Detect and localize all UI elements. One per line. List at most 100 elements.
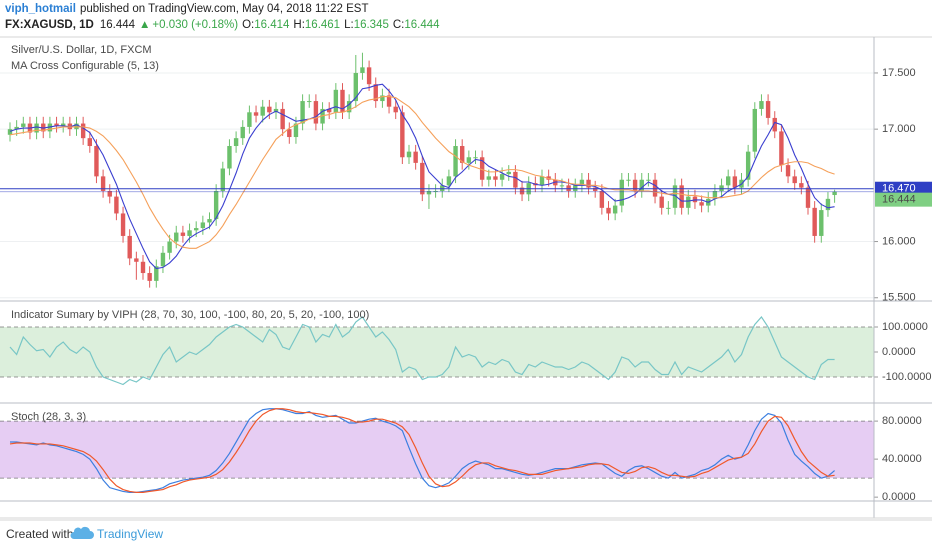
candle-body	[127, 235, 132, 259]
candle-body	[765, 101, 771, 118]
candle-body	[327, 108, 332, 113]
candle-body	[832, 191, 837, 196]
candle-body	[213, 190, 219, 220]
candle-body	[260, 106, 265, 116]
candle-body	[453, 146, 458, 177]
candle-body	[47, 123, 53, 132]
candle-body	[373, 84, 378, 102]
y-tick-label: 0.0000	[882, 346, 916, 358]
candle-body	[346, 101, 352, 113]
candle-body	[666, 207, 671, 209]
candle-body	[745, 151, 751, 180]
candle-body	[154, 266, 159, 281]
candle-body	[466, 157, 472, 163]
arrow: ▲	[139, 19, 150, 31]
last-price-box	[875, 192, 932, 207]
high-label: H:	[293, 19, 305, 31]
candle-body	[147, 273, 152, 281]
band	[0, 327, 874, 377]
price-line-label: 16.470	[882, 183, 916, 195]
candle-body	[380, 95, 385, 102]
candle-body	[247, 112, 252, 127]
candle-body	[559, 185, 565, 187]
candle-body	[785, 165, 791, 177]
candle-body	[752, 108, 757, 152]
candle-body	[160, 252, 166, 267]
candle-body	[300, 101, 305, 124]
candle-body	[612, 205, 618, 214]
candle-body	[174, 232, 179, 242]
candle-body	[593, 187, 598, 191]
candle-body	[446, 176, 452, 186]
candle-body	[639, 179, 644, 191]
y-tick-label: 40.0000	[882, 453, 922, 465]
candle-body	[207, 219, 212, 223]
y-tick-label: 16.000	[882, 235, 916, 247]
candle-body	[792, 176, 797, 184]
footer-brand[interactable]: TradingView	[97, 527, 163, 541]
last-price-label: 16.444	[882, 194, 916, 206]
candle-body	[672, 185, 678, 208]
candle-body	[479, 157, 485, 180]
candle-body	[406, 151, 412, 158]
candle-body	[307, 101, 312, 103]
candle-body	[180, 232, 186, 236]
candle-body	[94, 146, 99, 177]
candle-body	[679, 185, 684, 208]
footer-logo[interactable]	[70, 526, 94, 539]
y-tick-label: 80.0000	[882, 415, 922, 427]
candle-body	[134, 258, 139, 262]
candle-body	[366, 67, 372, 85]
candle-body	[719, 185, 724, 191]
panel-backgrounds	[0, 327, 874, 479]
candle-body	[420, 162, 425, 195]
series-line	[9, 316, 835, 386]
candle-body	[426, 190, 432, 195]
candle-body	[21, 123, 26, 127]
candle-body	[799, 183, 804, 188]
candle-body	[759, 101, 764, 109]
author[interactable]: viph_hotmail	[5, 3, 76, 15]
candle-body	[267, 106, 272, 113]
candle-body	[632, 179, 638, 191]
candle-body	[80, 123, 86, 139]
ma-line	[9, 83, 835, 270]
open-label: O:	[242, 19, 254, 31]
candle-body	[100, 176, 106, 191]
y-tick-label: 17.000	[882, 123, 916, 135]
y-tick-label: 100.0000	[882, 321, 928, 333]
candle-body	[413, 151, 418, 163]
candle-body	[386, 95, 392, 107]
candle-body	[167, 241, 172, 253]
panel-title: Stoch (28, 3, 3)	[11, 411, 86, 423]
candle-body	[626, 179, 631, 181]
candle-body	[486, 176, 491, 180]
candle-body	[333, 89, 339, 113]
candle-body	[825, 198, 831, 211]
candle-body	[114, 196, 119, 214]
candle-body	[579, 179, 585, 186]
header-line: viph_hotmail published on TradingView.com…	[5, 3, 368, 15]
symbol: FX:XAGUSD, 1D	[5, 19, 94, 31]
last: 16.444	[100, 19, 136, 31]
candle-body	[692, 196, 698, 203]
y-tick-label: -100.0000	[882, 371, 932, 383]
candle-body	[287, 129, 292, 138]
y-tick-label: 0.0000	[882, 491, 916, 503]
candle-body	[779, 131, 784, 166]
candle-body	[652, 179, 658, 197]
candle-body	[772, 117, 777, 132]
candle-body	[513, 171, 518, 188]
candle-body	[473, 157, 478, 159]
candle-body	[599, 190, 605, 208]
candle-body	[499, 174, 505, 180]
candle-body	[353, 72, 358, 102]
y-tick-label: 15.500	[882, 292, 916, 304]
series-line	[10, 408, 835, 493]
candle-body	[400, 112, 405, 158]
candle-body	[140, 261, 146, 274]
candle-body	[74, 123, 79, 130]
candle-body	[493, 176, 498, 180]
